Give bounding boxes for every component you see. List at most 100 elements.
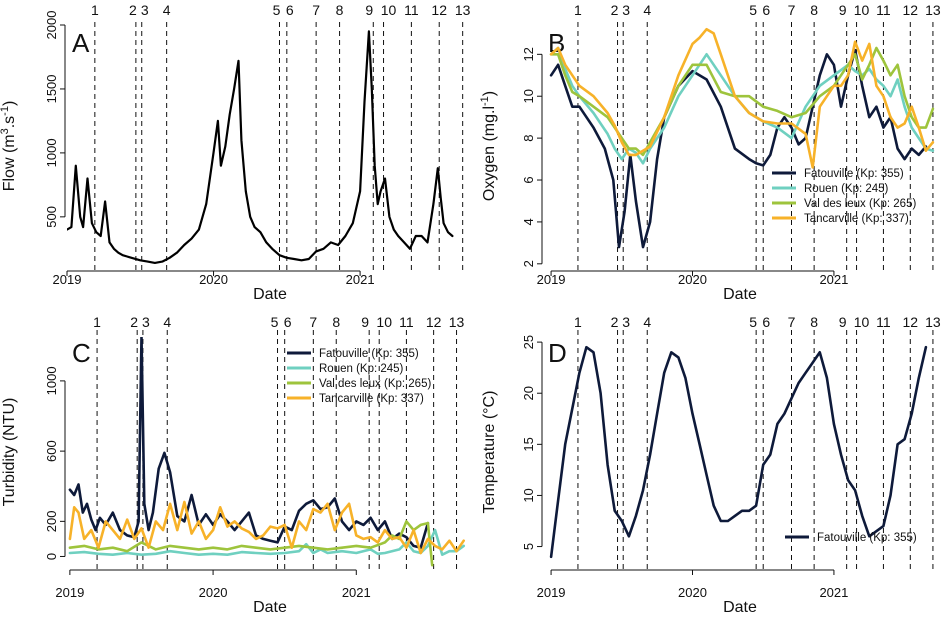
event-label: 9 xyxy=(361,314,369,330)
x-tick-label: 2020 xyxy=(678,585,707,600)
y-tick-label: 2000 xyxy=(44,11,59,40)
legend: Fatouville (Kp: 355) xyxy=(785,532,917,544)
y-axis-label: Flow (m3.s-1) xyxy=(0,101,18,192)
plot-area xyxy=(68,337,466,567)
event-label: 8 xyxy=(332,314,340,330)
legend-label: Fatouville (Kp: 355) xyxy=(804,168,904,180)
y-tick-label: 6 xyxy=(521,176,536,183)
event-label: 12 xyxy=(903,2,919,18)
y-label-part: ) xyxy=(1,101,18,106)
series-line-fatouville xyxy=(549,48,928,249)
event-label: 13 xyxy=(925,314,941,330)
event-label: 3 xyxy=(622,314,630,330)
y-label-part: Flow (m xyxy=(1,134,18,191)
event-label: 7 xyxy=(309,314,317,330)
event-label: 12 xyxy=(903,314,919,330)
legend-label: Val des leux (Kp: 265) xyxy=(804,198,916,210)
y-tick-label: 15 xyxy=(521,437,536,451)
y-label-part: ) xyxy=(481,91,498,96)
event-label: 1 xyxy=(574,2,582,18)
event-label: 5 xyxy=(273,2,281,18)
panel-c-turbidity: 0 200 600 1000 2019 2020 2021 Date Turbidity (NT… xyxy=(1,314,466,616)
panel-letter: B xyxy=(548,28,565,58)
y-label-part: .s xyxy=(1,116,18,128)
y-tick-label: 0 xyxy=(44,553,59,560)
legend-label: Tancarville (Kp: 337) xyxy=(804,213,909,225)
plot-area xyxy=(549,345,928,559)
panel-letter: C xyxy=(72,338,91,368)
y-label-superscript: 3 xyxy=(0,128,11,134)
y-tick-label: 2 xyxy=(521,260,536,267)
series-line-tancarville xyxy=(68,500,466,555)
event-label: 12 xyxy=(431,2,447,18)
event-label: 3 xyxy=(141,2,149,18)
y-tick-label: 12 xyxy=(521,47,536,61)
panel-letter: A xyxy=(72,28,90,58)
x-axis-label: Date xyxy=(253,599,287,616)
event-label: 2 xyxy=(611,2,619,18)
y-tick-label: 600 xyxy=(44,440,59,462)
y-tick-label: 20 xyxy=(521,386,536,400)
event-label: 12 xyxy=(426,314,442,330)
y-label-part: Oxygen (mg.l xyxy=(481,106,498,201)
y-tick-label: 5 xyxy=(521,543,536,550)
event-label: 6 xyxy=(284,314,292,330)
y-tick-label: 4 xyxy=(521,218,536,225)
y-tick-label: 10 xyxy=(521,89,536,103)
legend-label: Rouen (Kp: 245) xyxy=(804,183,889,195)
plot-area xyxy=(549,27,935,249)
x-tick-label: 2021 xyxy=(819,272,848,287)
x-tick-label: 2020 xyxy=(678,272,707,287)
event-label: 4 xyxy=(643,314,651,330)
x-tick-label: 2019 xyxy=(537,272,566,287)
event-label: 11 xyxy=(404,2,419,18)
event-label: 10 xyxy=(381,2,397,18)
event-label: 7 xyxy=(788,314,796,330)
y-tick-label: 500 xyxy=(44,206,59,228)
event-label: 8 xyxy=(336,2,344,18)
event-label: 11 xyxy=(876,314,891,330)
x-axis-label: Date xyxy=(723,599,757,616)
event-label: 2 xyxy=(611,314,619,330)
event-label: 8 xyxy=(810,314,818,330)
event-label: 4 xyxy=(163,314,171,330)
event-label: 5 xyxy=(749,2,757,18)
series-line-flow xyxy=(67,30,454,264)
event-label: 1 xyxy=(93,314,101,330)
legend-label: Fatouville (Kp: 355) xyxy=(319,348,419,360)
x-axis-label: Date xyxy=(253,286,287,303)
series-line-fatouville xyxy=(549,345,928,559)
x-tick-label: 2019 xyxy=(55,585,84,600)
event-label: 10 xyxy=(376,314,392,330)
event-label: 3 xyxy=(142,314,150,330)
x-tick-label: 2020 xyxy=(199,585,228,600)
event-label: 10 xyxy=(854,314,870,330)
x-tick-label: 2021 xyxy=(819,585,848,600)
y-tick-label: 1500 xyxy=(44,74,59,103)
legend: Fatouville (Kp: 355) Rouen (Kp: 245) Val d… xyxy=(287,348,431,405)
series-line-valdesleux xyxy=(549,46,935,157)
x-tick-label: 2019 xyxy=(537,585,566,600)
x-tick-label: 2019 xyxy=(53,272,82,287)
y-tick-label: 8 xyxy=(521,135,536,142)
x-tick-label: 2021 xyxy=(342,585,371,600)
event-label: 2 xyxy=(129,2,137,18)
event-label: 1 xyxy=(91,2,99,18)
event-label: 1 xyxy=(574,314,582,330)
event-label: 8 xyxy=(810,2,818,18)
event-label: 13 xyxy=(455,2,471,18)
y-tick-label: 200 xyxy=(44,510,59,532)
event-label: 13 xyxy=(925,2,941,18)
series-line-fatouville xyxy=(68,337,430,550)
legend: Fatouville (Kp: 355) Rouen (Kp: 245) Val d… xyxy=(772,168,916,225)
event-label: 2 xyxy=(130,314,138,330)
y-tick-label: 1000 xyxy=(44,366,59,395)
event-label: 4 xyxy=(643,2,651,18)
series-line-valdesleux xyxy=(68,520,434,567)
y-tick-label: 10 xyxy=(521,488,536,502)
x-axis-label: Date xyxy=(723,286,757,303)
plot-area xyxy=(67,30,454,264)
event-label: 5 xyxy=(749,314,757,330)
legend-label: Fatouville (Kp: 355) xyxy=(817,532,917,544)
